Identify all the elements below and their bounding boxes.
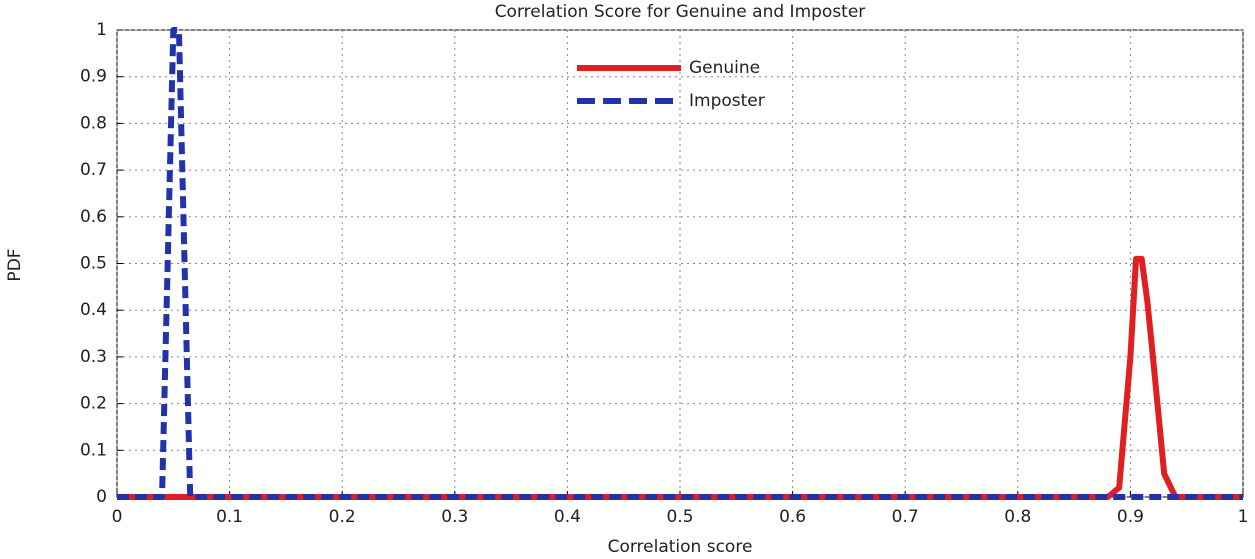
x-tick-label: 0.6 <box>779 507 806 527</box>
x-tick-label: 0.5 <box>666 507 693 527</box>
x-tick-label: 0 <box>112 507 123 527</box>
y-tick-label: 0.3 <box>80 347 107 367</box>
y-tick-label: 0.5 <box>80 254 107 274</box>
legend-label: Imposter <box>689 91 765 111</box>
y-tick-label: 0.9 <box>80 67 107 87</box>
legend-label: Genuine <box>689 58 760 78</box>
x-tick-label: 0.2 <box>329 507 356 527</box>
x-tick-label: 0.9 <box>1117 507 1144 527</box>
data-line <box>117 27 1243 500</box>
y-tick-label: 0.8 <box>80 113 107 133</box>
y-tick-label: 0.7 <box>80 160 107 180</box>
x-tick-label: 0.8 <box>1004 507 1031 527</box>
data-line <box>117 255 1243 500</box>
x-tick-label: 0.4 <box>554 507 581 527</box>
chart-title: Correlation Score for Genuine and Impost… <box>495 2 866 22</box>
y-tick-label: 0.2 <box>80 394 107 414</box>
x-tick-label: 0.7 <box>892 507 919 527</box>
y-tick-label: 0 <box>96 487 107 507</box>
x-axis-label: Correlation score <box>608 537 753 557</box>
y-tick-label: 1 <box>96 20 107 40</box>
x-tick-label: 0.1 <box>216 507 243 527</box>
x-tick-label: 1 <box>1238 507 1249 527</box>
y-tick-label: 0.6 <box>80 207 107 227</box>
y-axis-label: PDF <box>5 248 25 281</box>
x-tick-label: 0.3 <box>441 507 468 527</box>
y-tick-label: 0.1 <box>80 440 107 460</box>
y-tick-label: 0.4 <box>80 300 107 320</box>
